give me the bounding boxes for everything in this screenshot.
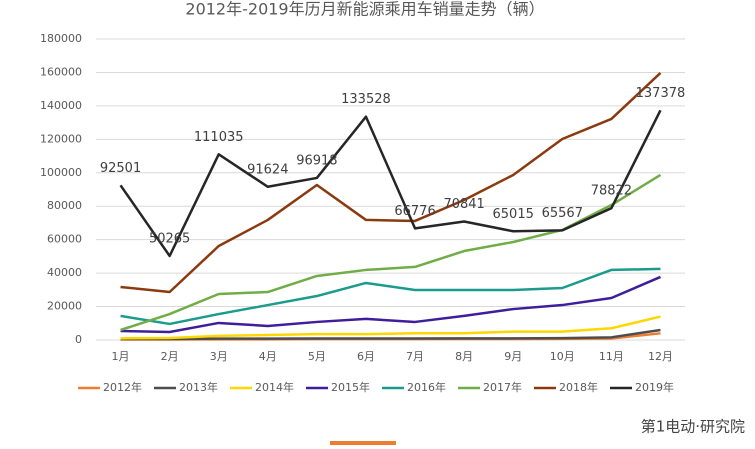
series-line [119, 109, 662, 258]
data-label: 65015 [493, 207, 534, 222]
y-tick-label: 120000 [40, 132, 82, 145]
x-tick-label: 3月 [210, 350, 228, 363]
x-tick-label: 1月 [112, 350, 130, 363]
x-tick-label: 2月 [161, 350, 179, 363]
legend-label: 2012年 [103, 380, 142, 394]
y-tick-label: 40000 [47, 266, 82, 279]
legend-label: 2019年 [635, 380, 674, 394]
legend-label: 2018年 [559, 380, 598, 394]
data-label: 133528 [341, 92, 391, 107]
legend-label: 2017年 [483, 380, 522, 394]
data-label: 66776 [394, 204, 435, 219]
legend-label: 2013年 [179, 380, 218, 394]
data-label: 91624 [247, 162, 288, 177]
series-line [120, 275, 661, 334]
legend-label: 2016年 [407, 380, 446, 394]
x-tick-label: 9月 [504, 350, 522, 363]
x-tick-label: 5月 [308, 350, 326, 363]
y-tick-label: 180000 [40, 32, 82, 45]
x-tick-label: 12月 [648, 350, 673, 363]
y-tick-label: 0 [75, 333, 82, 346]
x-tick-label: 10月 [550, 350, 575, 363]
series-line [120, 315, 661, 340]
y-tick-label: 160000 [40, 65, 82, 78]
series-line [120, 72, 662, 294]
chart-title: 2012年-2019年历月新能源乘用车销量走势（辆） [185, 0, 544, 19]
data-label: 96918 [296, 153, 337, 168]
y-tick-label: 60000 [47, 233, 82, 246]
x-tick-label: 7月 [406, 350, 424, 363]
y-tick-label: 20000 [47, 300, 82, 313]
series-line [120, 328, 661, 341]
data-label: 70841 [443, 197, 484, 212]
data-label: 137378 [636, 86, 686, 101]
brand: 第1电动·研究院 [641, 418, 745, 436]
data-label: 92501 [100, 161, 141, 176]
legend-label: 2014年 [255, 380, 294, 394]
data-label: 111035 [194, 130, 244, 145]
x-tick-label: 11月 [599, 350, 624, 363]
y-tick-label: 140000 [40, 99, 82, 112]
data-label: 50265 [149, 231, 190, 246]
x-tick-label: 4月 [259, 350, 277, 363]
series-line [120, 267, 661, 326]
y-tick-label: 80000 [47, 199, 82, 212]
data-label: 65567 [542, 206, 583, 221]
x-tick-label: 8月 [455, 350, 473, 363]
y-tick-label: 100000 [40, 166, 82, 179]
x-tick-label: 6月 [357, 350, 375, 363]
decoration [330, 441, 396, 445]
legend-label: 2015年 [331, 380, 370, 394]
data-label: 78822 [591, 184, 632, 199]
